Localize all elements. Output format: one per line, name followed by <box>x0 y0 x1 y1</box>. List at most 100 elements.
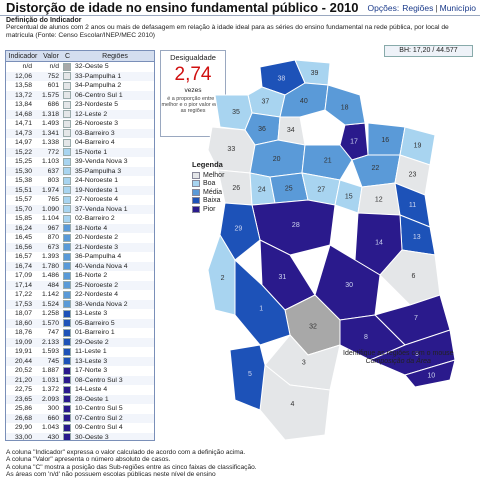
class-swatch <box>62 176 71 185</box>
table-row[interactable]: 16,24 967 18-Norte 4 <box>6 223 154 233</box>
table-row[interactable]: 16,74 1.780 40-Venda Nova 4 <box>6 261 154 271</box>
table-row[interactable]: 14,73 1.341 03-Barreiro 3 <box>6 128 154 138</box>
map-region-label: 9 <box>415 351 419 358</box>
row-regiao: 23-Nordeste 5 <box>75 101 119 108</box>
map-region-5[interactable] <box>229 344 266 411</box>
map-region-21[interactable] <box>301 144 353 181</box>
row-regiao: 15-Norte 1 <box>75 148 108 156</box>
map-region-label: 40 <box>300 98 308 105</box>
row-valor: 967 <box>47 224 59 232</box>
row-class <box>61 300 72 310</box>
row-valor: 686 <box>47 101 59 108</box>
table-row[interactable]: n/d n/d 32-Oeste 5 <box>6 62 154 72</box>
map-note-line1: Identifique as regiões com o mouse <box>343 350 454 357</box>
header-valor[interactable]: Valor <box>43 52 59 60</box>
legend-swatch <box>192 188 200 196</box>
table-row[interactable]: 15,70 1.090 37-Venda Nova 1 <box>6 204 154 214</box>
table-row[interactable]: 17,53 1.524 38-Venda Nova 2 <box>6 299 154 310</box>
table-row[interactable]: 15,51 1.974 19-Nordeste 1 <box>6 185 154 195</box>
table-row[interactable]: 26,68 660 07-Centro Sul 2 <box>6 413 154 423</box>
row-regiao: 32-Oeste 5 <box>75 63 109 70</box>
table-body: n/d n/d 32-Oeste 5 12,06 752 33-Pampulha 1 13,… <box>6 62 154 441</box>
row-class <box>61 366 72 376</box>
table-row[interactable]: 20,52 1.887 17-Norte 3 <box>6 366 154 376</box>
class-swatch <box>62 157 71 166</box>
table-row[interactable]: 15,22 772 15-Norte 1 <box>6 147 154 157</box>
table-row[interactable]: 17,09 1.486 16-Norte 2 <box>6 271 154 281</box>
table-row[interactable]: 14,71 1.493 26-Noroeste 3 <box>6 119 154 129</box>
desigualdade-box: Desigualdade 2,74 vezes é a proporção en… <box>160 50 226 137</box>
class-swatch <box>62 214 71 223</box>
table-row[interactable]: 16,56 673 21-Nordeste 3 <box>6 242 154 252</box>
map-region-10[interactable] <box>404 359 456 388</box>
table-row[interactable]: 18,07 1.258 13-Leste 3 <box>6 309 154 319</box>
table-row[interactable]: 21,20 1.031 08-Centro Sul 3 <box>6 375 154 385</box>
table-row[interactable]: 13,72 1.575 06-Centro Sul 1 <box>6 90 154 101</box>
map-region-label: 22 <box>372 165 380 172</box>
row-regiao: 34-Pampulha 2 <box>75 82 122 89</box>
map-region-18[interactable] <box>324 84 366 126</box>
row-indicador: 21,20 <box>14 376 32 384</box>
table-row[interactable]: 15,85 1.104 02-Barreiro 2 <box>6 214 154 224</box>
map-region-label: 1 <box>259 305 263 312</box>
table-row[interactable]: 17,14 484 25-Noroeste 2 <box>6 280 154 290</box>
table-row[interactable]: 15,25 1.103 39-Venda Nova 3 <box>6 157 154 167</box>
row-class <box>61 110 72 120</box>
class-swatch <box>62 100 71 109</box>
table-row[interactable]: 13,84 686 23-Nordeste 5 <box>6 100 154 110</box>
table-row[interactable]: 25,86 300 10-Centro Sul 5 <box>6 404 154 414</box>
link-regioes[interactable]: Regiões <box>402 3 434 13</box>
row-valor: 1.887 <box>41 367 59 374</box>
map-region-label: 3 <box>302 360 306 367</box>
row-regiao: 03-Barreiro 3 <box>75 129 115 137</box>
header-c[interactable]: C <box>64 52 71 60</box>
row-indicador: 33,00 <box>14 433 32 441</box>
table-row[interactable]: 16,57 1.393 36-Pampulha 4 <box>6 252 154 262</box>
row-class <box>61 100 72 110</box>
map-region-label: 18 <box>341 105 349 112</box>
table-row[interactable]: 14,68 1.318 12-Leste 2 <box>6 109 154 120</box>
table-row[interactable]: 17,22 1.142 22-Nordeste 4 <box>6 290 154 300</box>
map-region-2[interactable] <box>207 233 236 316</box>
table-row[interactable]: 23,65 2.093 28-Oeste 1 <box>6 394 154 404</box>
map-region-label: 24 <box>258 187 266 194</box>
row-valor: 484 <box>47 281 59 289</box>
map-region-label: 37 <box>262 98 270 105</box>
table-row[interactable]: 15,57 765 27-Noroeste 4 <box>6 195 154 205</box>
row-regiao: 16-Norte 2 <box>75 272 108 279</box>
legend-swatch <box>192 205 200 213</box>
class-swatch <box>62 328 71 337</box>
map-note-line2[interactable]: Composição da Área <box>365 358 431 365</box>
table-row[interactable]: 19,09 2.133 29-Oeste 2 <box>6 337 154 347</box>
row-regiao: 12-Leste 2 <box>75 110 108 118</box>
table-row[interactable]: 22,75 1.372 14-Leste 4 <box>6 385 154 395</box>
class-swatch <box>62 252 71 261</box>
desigualdade-title: Desigualdade <box>170 53 216 62</box>
table-row[interactable]: 18,76 747 01-Barreiro 1 <box>6 328 154 338</box>
row-indicador: 22,75 <box>14 386 32 393</box>
class-swatch <box>62 290 71 299</box>
table-row[interactable]: 15,38 803 24-Noroeste 1 <box>6 176 154 186</box>
class-swatch <box>62 376 71 385</box>
map-region-9[interactable] <box>368 329 456 376</box>
table-row[interactable]: 16,45 870 20-Nordeste 2 <box>6 233 154 243</box>
class-swatch <box>62 338 71 347</box>
link-municipio[interactable]: Município <box>439 3 476 13</box>
row-class <box>61 91 72 101</box>
table-row[interactable]: 15,30 637 35-Pampulha 3 <box>6 166 154 176</box>
map-region-label: 35 <box>232 109 240 116</box>
table-row[interactable]: 13,58 601 34-Pampulha 2 <box>6 81 154 91</box>
table-row[interactable]: 18,60 1.570 05-Barreiro 5 <box>6 318 154 328</box>
class-swatch <box>62 281 71 290</box>
map-region-29[interactable] <box>219 202 261 261</box>
table-row[interactable]: 12,06 752 33-Pampulha 1 <box>6 71 154 81</box>
row-indicador: 17,53 <box>14 300 32 308</box>
table-row[interactable]: 20,44 745 13-Leste 3 <box>6 356 154 366</box>
table-row[interactable]: 19,91 1.593 11-Leste 1 <box>6 347 154 357</box>
table-row[interactable]: 29,90 1.043 09-Centro Sul 4 <box>6 423 154 433</box>
row-indicador: 19,91 <box>14 348 32 355</box>
header-regioes[interactable]: Regiões <box>102 52 128 60</box>
table-row[interactable]: 33,00 430 30-Oeste 3 <box>6 432 154 441</box>
header-indicador[interactable]: Indicador <box>8 52 38 60</box>
table-row[interactable]: 14,97 1.338 04-Barreiro 4 <box>6 138 154 148</box>
